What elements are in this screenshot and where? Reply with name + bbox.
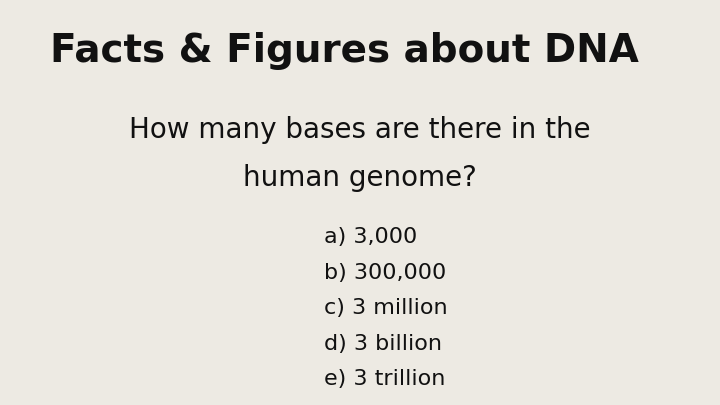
Text: e) 3 trillion: e) 3 trillion bbox=[324, 369, 446, 390]
Text: a) 3,000: a) 3,000 bbox=[324, 227, 418, 247]
Text: c) 3 million: c) 3 million bbox=[324, 298, 448, 318]
Text: human genome?: human genome? bbox=[243, 164, 477, 192]
Text: d) 3 billion: d) 3 billion bbox=[324, 334, 442, 354]
Text: b) 300,000: b) 300,000 bbox=[324, 262, 446, 283]
Text: Facts & Figures about DNA: Facts & Figures about DNA bbox=[50, 32, 639, 70]
Text: How many bases are there in the: How many bases are there in the bbox=[129, 115, 591, 144]
